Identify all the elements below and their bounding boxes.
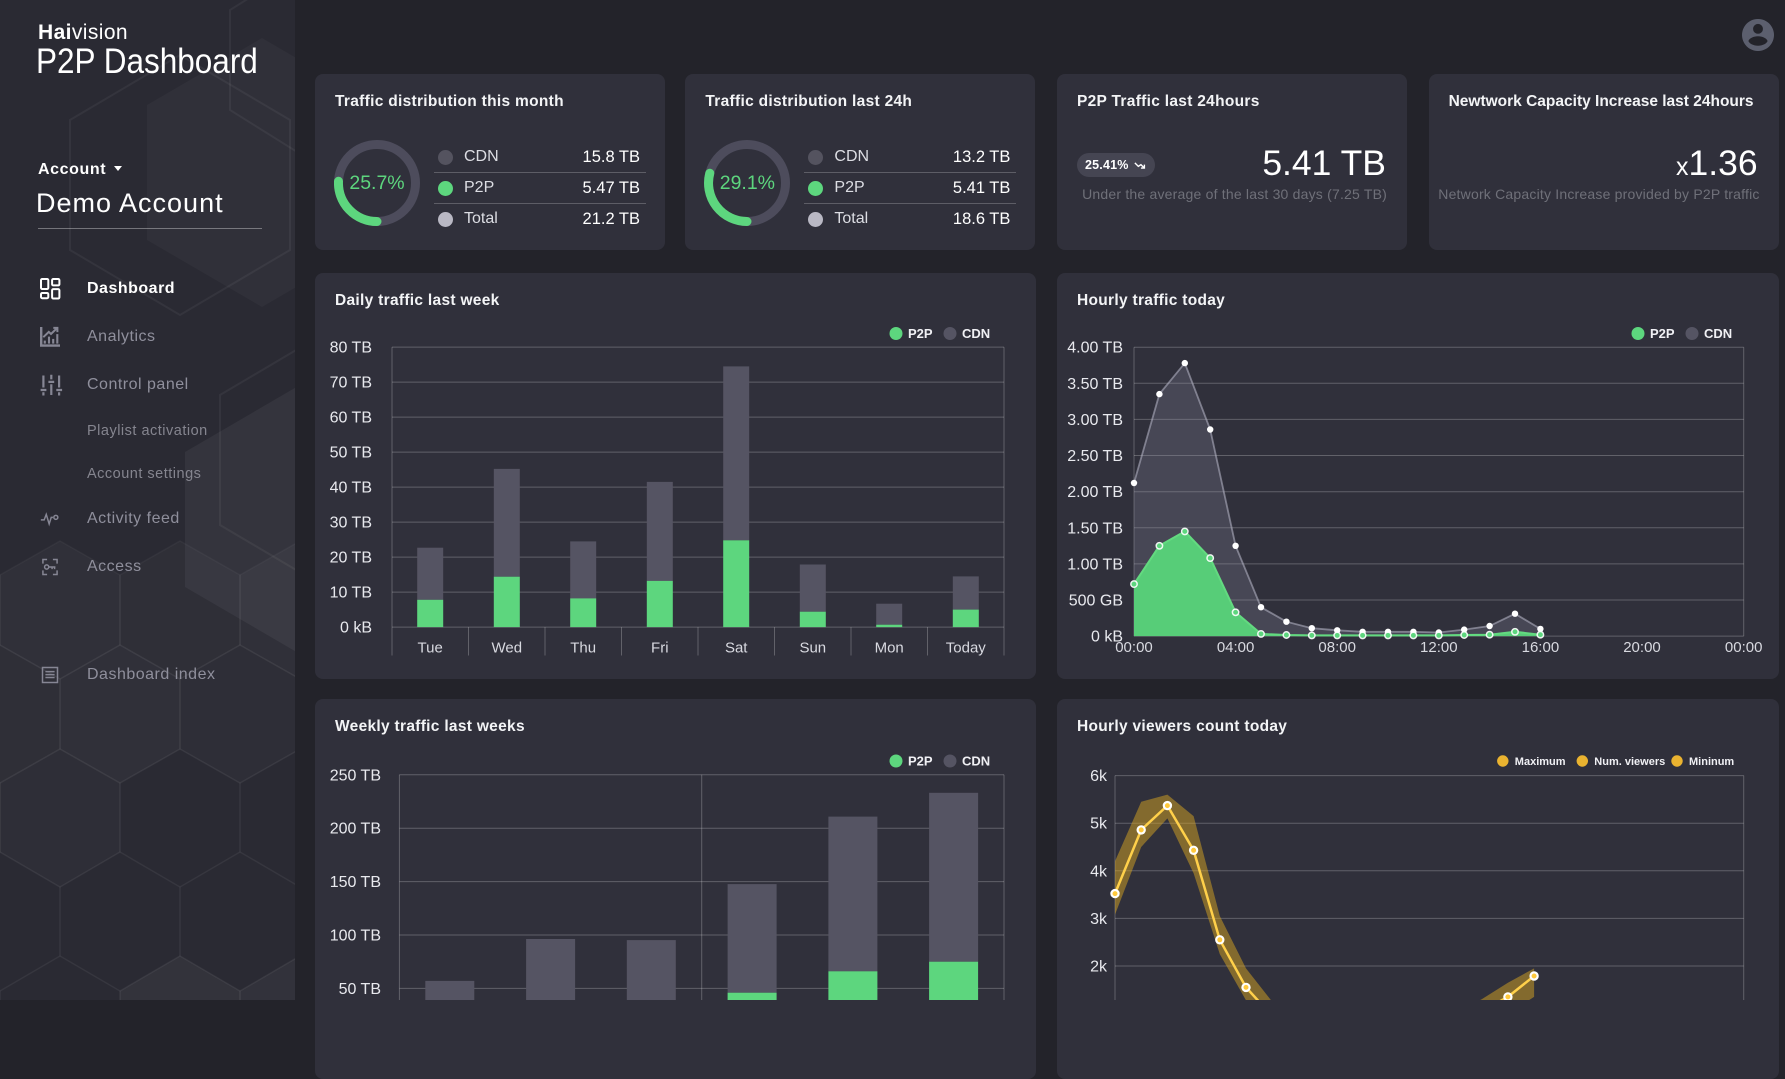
svg-text:CDN: CDN <box>1704 326 1732 341</box>
svg-text:20 TB: 20 TB <box>330 550 372 567</box>
svg-text:50 TB: 50 TB <box>339 981 381 998</box>
svg-text:P2P: P2P <box>1650 326 1675 341</box>
svg-text:50 TB: 50 TB <box>330 445 372 462</box>
svg-text:Mininum: Mininum <box>1689 756 1734 768</box>
svg-text:5k: 5k <box>1090 816 1108 833</box>
svg-text:04:00: 04:00 <box>1217 639 1255 656</box>
svg-text:60 TB: 60 TB <box>330 410 372 427</box>
svg-text:4k: 4k <box>1090 863 1108 880</box>
svg-text:CDN: CDN <box>962 754 990 769</box>
svg-text:0 kB: 0 kB <box>1091 629 1123 646</box>
svg-text:6k: 6k <box>1090 768 1108 785</box>
svg-text:10 TB: 10 TB <box>330 585 372 602</box>
svg-text:100 TB: 100 TB <box>330 928 381 945</box>
svg-text:P2P: P2P <box>908 326 933 341</box>
svg-text:20:00: 20:00 <box>1623 639 1661 656</box>
svg-text:2.00 TB: 2.00 TB <box>1067 484 1123 501</box>
svg-text:80 TB: 80 TB <box>330 340 372 357</box>
svg-text:00:00: 00:00 <box>1725 639 1763 656</box>
svg-text:200 TB: 200 TB <box>330 821 381 838</box>
svg-text:08:00: 08:00 <box>1318 639 1356 656</box>
svg-text:70 TB: 70 TB <box>330 375 372 392</box>
svg-text:40 TB: 40 TB <box>330 480 372 497</box>
svg-text:4.00 TB: 4.00 TB <box>1067 340 1123 357</box>
svg-text:Wed: Wed <box>492 640 523 657</box>
svg-text:Mon: Mon <box>875 640 904 657</box>
svg-text:150 TB: 150 TB <box>330 874 381 891</box>
svg-text:CDN: CDN <box>962 326 990 341</box>
svg-text:12:00: 12:00 <box>1420 639 1458 656</box>
svg-text:1.50 TB: 1.50 TB <box>1067 520 1123 537</box>
svg-text:Sat: Sat <box>725 640 748 657</box>
svg-text:Sun: Sun <box>799 640 826 657</box>
svg-text:2.50 TB: 2.50 TB <box>1067 448 1123 465</box>
svg-text:250 TB: 250 TB <box>330 767 381 784</box>
svg-text:Today: Today <box>946 640 987 657</box>
svg-text:1.00 TB: 1.00 TB <box>1067 556 1123 573</box>
svg-text:16:00: 16:00 <box>1522 639 1560 656</box>
svg-text:Fri: Fri <box>651 640 669 657</box>
svg-text:Num. viewers: Num. viewers <box>1594 756 1665 768</box>
svg-text:Tue: Tue <box>418 640 443 657</box>
svg-text:500 GB: 500 GB <box>1069 593 1123 610</box>
svg-text:00:00: 00:00 <box>1115 639 1153 656</box>
svg-text:2k: 2k <box>1090 959 1108 976</box>
svg-text:3.00 TB: 3.00 TB <box>1067 412 1123 429</box>
svg-text:30 TB: 30 TB <box>330 515 372 532</box>
svg-text:3k: 3k <box>1090 911 1108 928</box>
svg-text:Maximum: Maximum <box>1515 756 1566 768</box>
svg-text:0 kB: 0 kB <box>340 620 372 637</box>
svg-text:3.50 TB: 3.50 TB <box>1067 376 1123 393</box>
svg-text:Thu: Thu <box>570 640 596 657</box>
svg-text:P2P: P2P <box>908 754 933 769</box>
